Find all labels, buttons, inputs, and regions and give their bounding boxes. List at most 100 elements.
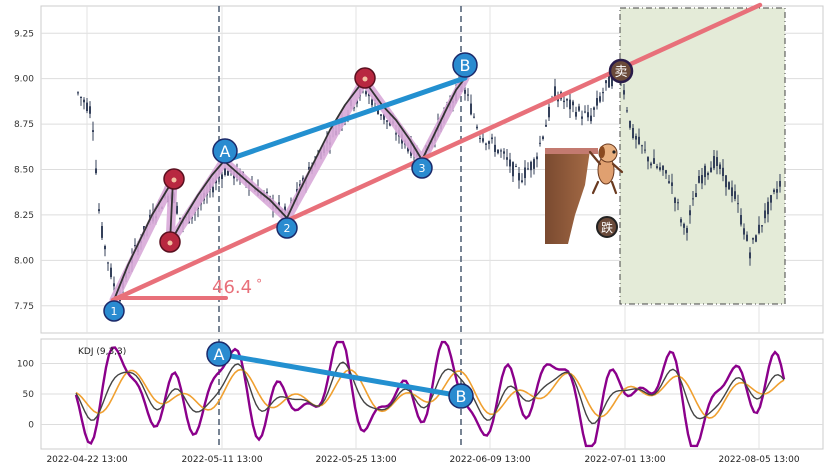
- candle-body: [722, 167, 724, 177]
- candle-body: [728, 182, 730, 190]
- candle-body: [545, 124, 547, 127]
- price-y-tick-label: 9.25: [14, 29, 34, 39]
- candle-body: [386, 120, 388, 122]
- candle-body: [737, 203, 739, 205]
- candle-body: [278, 202, 280, 207]
- candle-body: [734, 191, 736, 199]
- peak-marker-icon: [354, 67, 376, 89]
- candle-body: [467, 94, 469, 96]
- x-tick-labels: 2022-04-22 13:00 2022-05-11 13:00 2022-05-…: [46, 455, 799, 465]
- candle-body: [593, 107, 595, 110]
- candle-body: [779, 180, 781, 187]
- candle-body: [218, 177, 220, 179]
- candle-body: [611, 75, 613, 87]
- x-tick-label: 2022-05-11 13:00: [181, 455, 262, 465]
- candle-body: [470, 103, 472, 115]
- candle-body: [389, 121, 391, 126]
- candle-body: [587, 112, 589, 118]
- candle-body: [134, 245, 136, 247]
- x-tick-label: 2022-07-01 13:00: [584, 455, 665, 465]
- candle-body: [731, 187, 733, 197]
- price-y-tick-label: 7.75: [14, 302, 34, 312]
- candle-body: [77, 92, 79, 94]
- candle-body: [656, 166, 658, 168]
- candle-body: [641, 145, 643, 147]
- candle-body: [536, 156, 538, 160]
- candle-body: [569, 99, 571, 110]
- candle-body: [107, 262, 109, 264]
- svg-text:B: B: [456, 387, 467, 406]
- candle-body: [749, 252, 751, 259]
- candle-body: [383, 113, 385, 120]
- candle-body: [671, 182, 673, 186]
- candle-body: [650, 163, 652, 166]
- candle-body: [632, 127, 634, 138]
- price-y-tick-label: 8.25: [14, 211, 34, 221]
- candle-body: [716, 157, 718, 166]
- candle-body: [530, 161, 532, 171]
- candle-body: [83, 99, 85, 103]
- indicator-y-tick-labels: 0 50 100: [17, 359, 34, 430]
- candle-body: [752, 238, 754, 240]
- candle-body: [482, 138, 484, 142]
- candle-body: [668, 181, 670, 183]
- candle-body: [677, 202, 679, 204]
- candle-body: [92, 130, 94, 132]
- kdj-lines: [74, 340, 786, 448]
- candle-body: [581, 116, 583, 119]
- candle-body: [227, 170, 229, 176]
- kdj-k-line: [75, 361, 785, 425]
- cliff-top: [545, 148, 598, 154]
- indicator-title: KDJ (9,3,3): [78, 347, 126, 357]
- candle-body: [710, 167, 712, 173]
- candle-body: [356, 100, 358, 104]
- candle-body: [572, 101, 574, 106]
- candle-body: [629, 120, 631, 128]
- candle-body: [554, 86, 556, 100]
- price-y-tick-label: 8.00: [14, 256, 34, 266]
- ind-marker-b: B: [448, 383, 474, 409]
- candle-body: [500, 150, 502, 152]
- peak-marker-icon: [159, 231, 181, 253]
- candle-body: [623, 90, 625, 95]
- candle-body: [488, 141, 490, 144]
- candle-body: [707, 172, 709, 176]
- indicator-panel: 0 50 100 KDJ (9,3,3) A B: [17, 338, 824, 450]
- sell-marker: 卖: [608, 58, 634, 84]
- price-y-tick-label: 8.75: [14, 120, 34, 130]
- candle-body: [533, 159, 535, 169]
- candle-body: [494, 144, 496, 152]
- indicator-y-tick-label: 50: [23, 390, 35, 400]
- candle-body: [590, 115, 592, 122]
- candle-body: [98, 209, 100, 212]
- candle-body: [476, 126, 478, 129]
- price-panel: 7.75 8.00 8.25 8.50 8.75 9.00 9.25 46.4 °: [14, 2, 824, 334]
- candle-body: [380, 114, 382, 116]
- candle-body: [365, 91, 367, 95]
- indicator-y-tick-label: 0: [28, 421, 34, 431]
- svg-text:A: A: [214, 345, 225, 364]
- candle-body: [353, 107, 355, 109]
- peak-marker-icon: [163, 168, 185, 190]
- candle-body: [518, 173, 520, 181]
- ind-marker-a: A: [206, 341, 232, 367]
- candle-body: [719, 164, 721, 169]
- candle-body: [377, 109, 379, 115]
- price-y-tick-labels: 7.75 8.00 8.25 8.50 8.75 9.00 9.25: [14, 29, 34, 312]
- candle-body: [680, 219, 682, 223]
- angle-label: 46.4 °: [212, 277, 262, 298]
- candle-body: [563, 100, 565, 103]
- candle-body: [665, 170, 667, 174]
- svg-text:A: A: [220, 142, 231, 161]
- candle-body: [686, 228, 688, 233]
- candle-body: [371, 99, 373, 106]
- candle-body: [395, 133, 397, 135]
- candle-body: [755, 235, 757, 242]
- candle-body: [608, 76, 610, 88]
- marker-point-3: 3: [411, 157, 433, 179]
- candle-body: [521, 180, 523, 183]
- candle-body: [497, 149, 499, 154]
- price-y-tick-label: 8.50: [14, 166, 34, 176]
- candle-body: [308, 166, 310, 170]
